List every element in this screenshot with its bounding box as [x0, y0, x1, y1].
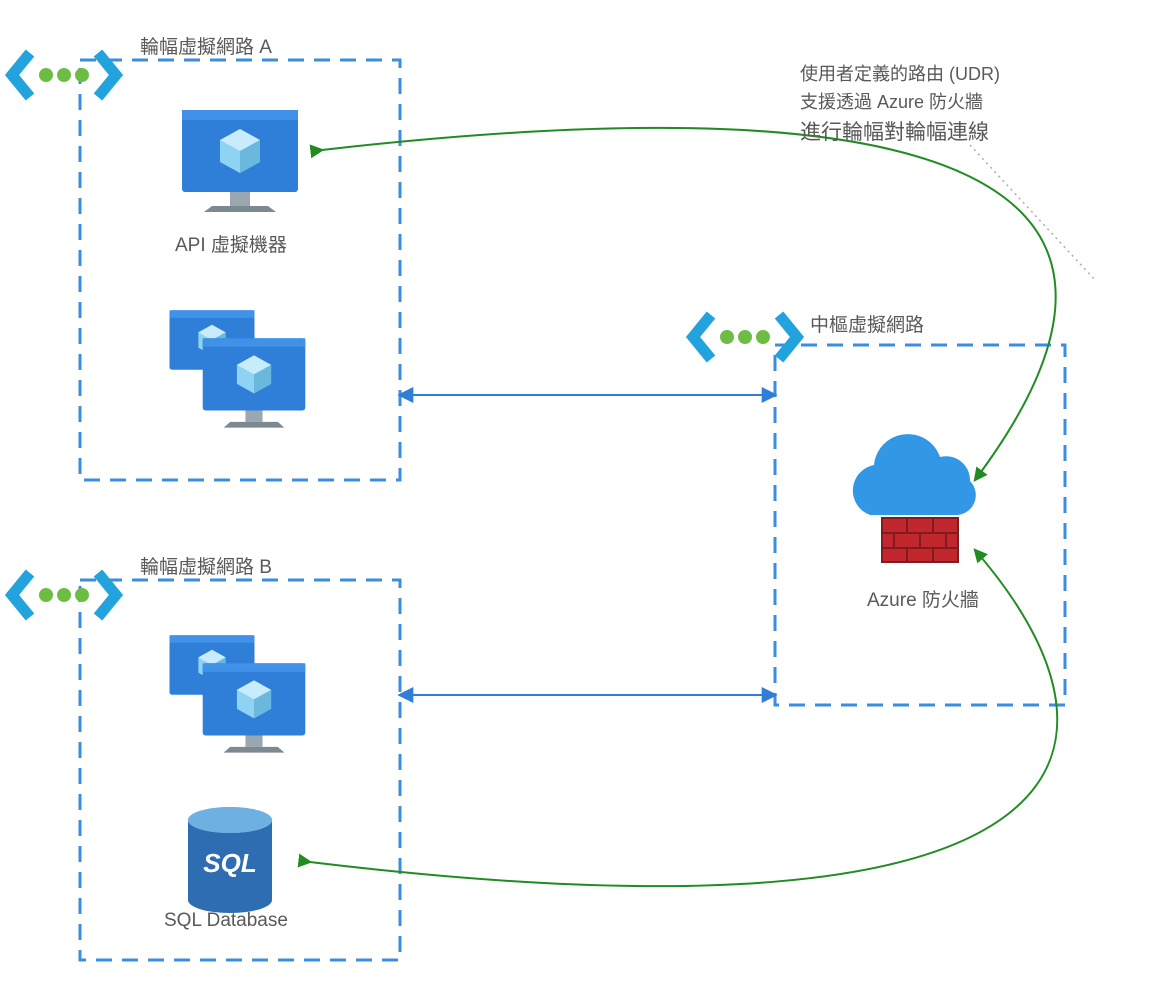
vm-pair-b-icon [170, 635, 306, 752]
vnet-icon-spoke-a [12, 53, 116, 97]
udr-callout-line [970, 145, 1095, 280]
udr-curve-top [322, 128, 1056, 480]
hub-box [775, 345, 1065, 705]
udr-callout-text: 使用者定義的路由 (UDR) 支援透過 Azure 防火牆 進行輪幅對輪幅連線 [800, 60, 1000, 146]
api-vm-label: API 虛擬機器 [175, 230, 287, 257]
udr-line1: 使用者定義的路由 (UDR) [800, 60, 1000, 86]
spoke-a-title: 輪幅虛擬網路 A [140, 32, 272, 59]
vnet-icon-spoke-b [12, 573, 116, 617]
udr-line3: 進行輪幅對輪幅連線 [800, 116, 1000, 146]
udr-line2: 支援透過 Azure 防火牆 [800, 88, 1000, 114]
sql-database-icon: SQL [188, 807, 272, 913]
azure-firewall-icon [853, 434, 976, 562]
diagram-canvas: SQL [0, 0, 1160, 991]
spoke-b-title: 輪幅虛擬網路 B [140, 552, 272, 579]
hub-title: 中樞虛擬網路 [810, 310, 924, 337]
vnet-icon-hub [693, 315, 797, 359]
spoke-a-box [80, 60, 400, 480]
svg-text:SQL: SQL [203, 848, 256, 878]
vm-pair-a-icon [170, 310, 306, 427]
firewall-label: Azure 防火牆 [867, 585, 979, 612]
spoke-b-box [80, 580, 400, 960]
sql-db-label: SQL Database [164, 910, 288, 932]
api-vm-icon [182, 110, 298, 212]
